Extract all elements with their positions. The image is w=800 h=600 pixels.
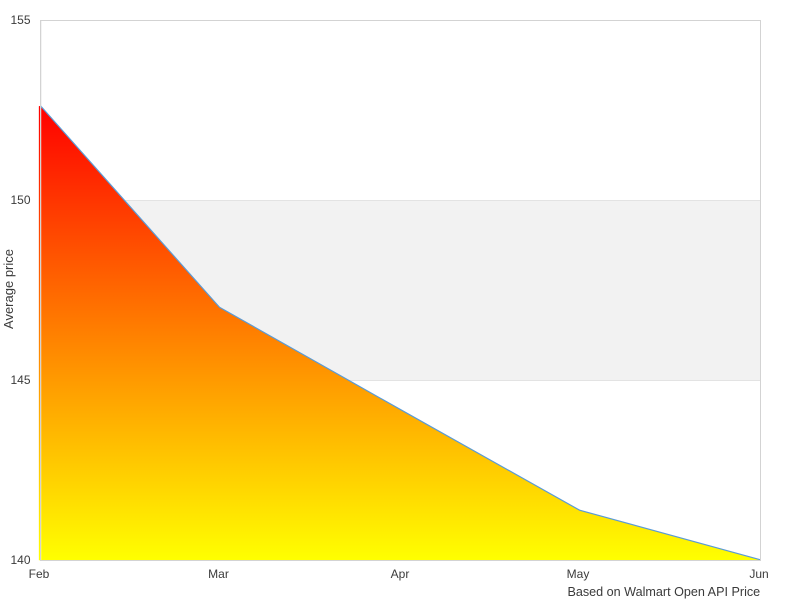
svg-text:Average price: Average price xyxy=(1,249,16,329)
svg-text:155: 155 xyxy=(10,13,30,27)
svg-text:Apr: Apr xyxy=(391,567,410,581)
svg-text:Feb: Feb xyxy=(29,567,50,581)
svg-text:Based on Walmart Open API Pric: Based on Walmart Open API Price xyxy=(567,585,760,599)
svg-text:140: 140 xyxy=(10,553,30,567)
svg-text:Mar: Mar xyxy=(208,567,229,581)
svg-text:May: May xyxy=(567,567,590,581)
svg-text:145: 145 xyxy=(10,373,30,387)
svg-text:Jun: Jun xyxy=(749,567,768,581)
svg-text:150: 150 xyxy=(10,193,30,207)
